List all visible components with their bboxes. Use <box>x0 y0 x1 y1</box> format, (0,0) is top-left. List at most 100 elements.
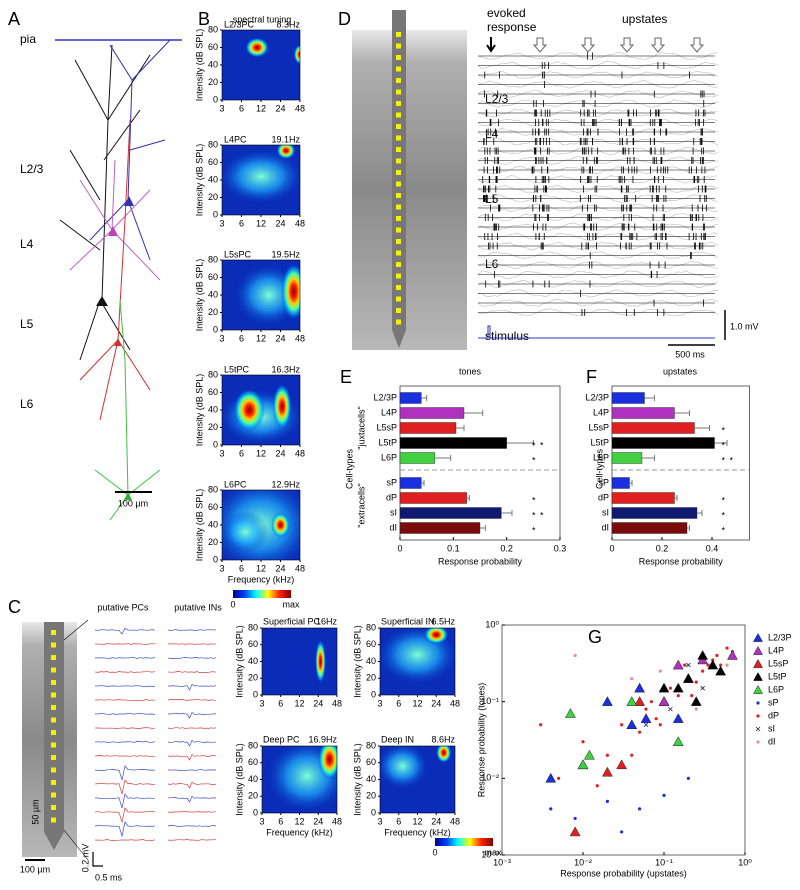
waveform <box>167 629 217 631</box>
plot-rate: 12.9Hz <box>271 479 300 489</box>
scale-label: 50 µm <box>30 799 40 824</box>
x-tick-label: 12 <box>256 218 266 228</box>
waveform <box>167 671 217 673</box>
arrow <box>486 37 496 53</box>
significance-star: * <box>532 495 536 505</box>
point <box>620 723 624 727</box>
waveform <box>167 753 217 761</box>
y-tick-label: 40 <box>248 774 258 784</box>
probe-site <box>396 101 401 106</box>
y-tick-label: L4P <box>593 407 609 417</box>
point <box>706 663 710 667</box>
error-bar <box>466 495 470 501</box>
point <box>601 696 613 706</box>
plot-title: L5tPC <box>224 364 250 374</box>
probe-site <box>396 147 401 152</box>
heat-region <box>233 389 265 431</box>
lfp-trace <box>477 70 719 79</box>
legend-marker <box>756 701 760 705</box>
probe-site <box>396 193 401 198</box>
y-tick-label: 20 <box>248 791 258 801</box>
waveform <box>94 643 156 645</box>
waveform <box>167 781 217 789</box>
y-tick-label: 60 <box>248 757 258 767</box>
point <box>620 830 624 834</box>
y-tick-label: 40 <box>208 289 218 299</box>
bar <box>611 392 645 404</box>
waveform <box>94 839 156 841</box>
heat-region <box>380 746 429 790</box>
label: response <box>487 20 537 34</box>
plot-title: Deep PC <box>263 734 300 744</box>
significance-star: * <box>722 510 726 520</box>
waveform <box>167 711 217 719</box>
point <box>638 730 642 734</box>
point <box>634 696 646 706</box>
heat-region <box>222 511 269 553</box>
soma <box>96 296 108 306</box>
y-tick-label: 60 <box>208 42 218 52</box>
y-tick-label: 10⁰ <box>485 619 499 629</box>
label: pia <box>20 32 36 46</box>
probe-site <box>396 32 401 37</box>
chart-title: upstates <box>663 366 698 376</box>
waveform <box>167 825 217 827</box>
x-tick-label: 24 <box>275 103 285 113</box>
bar <box>399 422 457 434</box>
x-tick-label: 6 <box>239 448 244 458</box>
y-tick-label: 20 <box>248 673 258 683</box>
waveform <box>94 741 156 743</box>
point <box>545 772 557 783</box>
point <box>573 816 577 821</box>
probe-site <box>396 158 401 164</box>
x-axis-label: Response probability <box>438 556 523 566</box>
y-tick-label: 60 <box>366 757 376 767</box>
y-tick-label: L5tP <box>378 437 397 447</box>
scale-label: 0.2 mV <box>80 844 90 873</box>
y-tick-label: 0 <box>213 324 218 334</box>
x-tick-label: 12 <box>256 448 266 458</box>
waveform <box>94 765 156 781</box>
y-tick-label: 80 <box>208 139 218 149</box>
x-tick-label: 48 <box>332 816 342 826</box>
x-tick-label: 6 <box>239 333 244 343</box>
point <box>626 719 638 729</box>
y-tick-label: L6P <box>593 452 609 462</box>
scale-label: 1.0 mV <box>730 321 759 331</box>
waveform <box>95 727 156 729</box>
y-tick-label: 60 <box>208 502 218 512</box>
error-bar <box>644 395 655 401</box>
scale-label: 0.5 ms <box>95 872 123 882</box>
probe-site <box>51 767 56 773</box>
lfp-trace <box>477 166 719 175</box>
significance-star: * <box>722 455 726 465</box>
point <box>658 723 662 727</box>
significance-star: * <box>540 510 544 520</box>
upstate-arrow <box>619 37 635 53</box>
plot-title: L5sPC <box>224 249 252 259</box>
y-tick-label: 80 <box>248 622 258 632</box>
waveform <box>94 713 156 715</box>
probe-site <box>51 792 56 798</box>
heat-region <box>245 37 269 58</box>
heat-region <box>318 746 337 780</box>
y-tick-label: dP <box>386 492 397 502</box>
probe-site <box>396 250 401 256</box>
y-tick-label: 20 <box>208 77 218 87</box>
colorbar-label: 0 <box>432 847 437 857</box>
probe-site <box>396 216 401 221</box>
upstate-arrow <box>689 37 705 53</box>
probe-site <box>396 181 401 187</box>
probe <box>44 622 64 832</box>
lfp-trace <box>477 51 719 60</box>
y-tick-label: 80 <box>366 740 376 750</box>
legend-label: L2/3P <box>768 632 792 642</box>
heat-region <box>276 145 296 159</box>
y-tick-label: 80 <box>208 369 218 379</box>
error-bar <box>642 455 655 461</box>
x-tick-label: 3 <box>259 816 264 826</box>
heatmap <box>380 746 452 790</box>
heatmap <box>380 628 455 685</box>
point <box>630 753 634 757</box>
layer-label: L5 <box>20 317 34 331</box>
